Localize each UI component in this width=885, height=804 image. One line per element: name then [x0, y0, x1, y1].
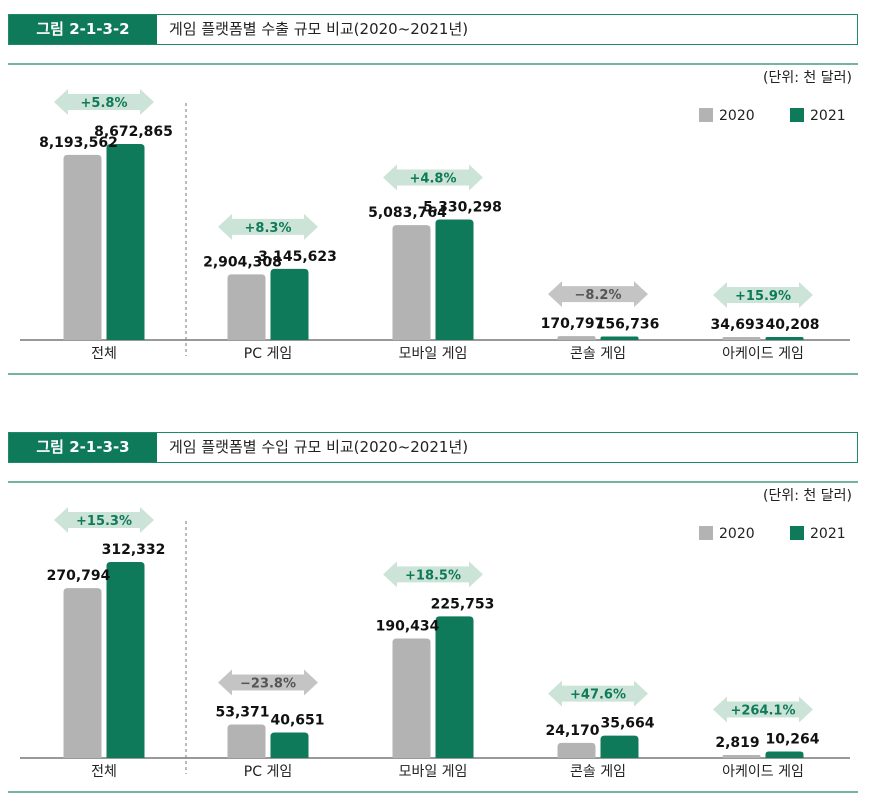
change-arrow [383, 164, 483, 191]
bar-2021 [765, 751, 804, 758]
change-label: +264.1% [730, 704, 795, 719]
bar-2020 [227, 724, 266, 758]
bar-chart: (단위: 천 달러) 2020 2021 270,794 312,332 +15.3% 전체… [8, 481, 858, 793]
bar-2021 [600, 336, 639, 340]
data-label-2020: 2,904,308 [203, 254, 282, 270]
data-label-2021: 10,264 [765, 732, 819, 748]
legend-label-2021: 2021 [810, 108, 846, 124]
bar-2020 [392, 638, 431, 758]
bar-2020 [557, 336, 596, 340]
change-arrow [548, 680, 648, 707]
unit-label: (단위: 천 달러) [763, 488, 852, 504]
data-label-2020: 24,170 [545, 723, 599, 739]
legend-swatch-2021 [790, 526, 804, 540]
data-label-2021: 40,651 [270, 712, 324, 728]
data-label-2021: 35,664 [600, 716, 654, 732]
data-label-2020: 2,819 [715, 735, 759, 751]
data-label-2020: 53,371 [215, 705, 269, 721]
change-arrow [218, 669, 318, 696]
change-label: +18.5% [405, 568, 461, 583]
bar-2021 [270, 732, 309, 758]
change-label: −23.8% [240, 677, 296, 692]
bar-2021 [106, 144, 145, 340]
data-label-2020: 190,434 [376, 618, 440, 634]
change-label: +15.3% [76, 514, 132, 529]
bar-2020 [722, 337, 761, 340]
change-arrow [383, 561, 483, 588]
figure-title-bar: 그림 2-1-3-2 게임 플랫폼별 수출 규모 비교(2020~2021년) [8, 14, 858, 45]
change-arrow [713, 282, 813, 308]
bar-2020 [392, 225, 431, 340]
unit-label: (단위: 천 달러) [763, 70, 852, 86]
category-label: 콘솔 게임 [570, 764, 626, 780]
change-arrow [54, 89, 154, 115]
category-label: PC 게임 [244, 764, 292, 780]
bar-2020 [63, 588, 102, 758]
figure-title: 게임 플랫폼별 수입 규모 비교(2020~2021년) [169, 438, 469, 456]
data-label-2020: 5,083,764 [368, 205, 447, 221]
category-label: 모바일 게임 [399, 346, 468, 362]
bar-2021 [435, 616, 474, 758]
data-label-2020: 34,693 [710, 317, 764, 333]
change-arrow [548, 281, 648, 308]
bar-2020 [557, 742, 596, 758]
legend-swatch-2020 [699, 108, 713, 122]
change-label: +47.6% [570, 688, 626, 703]
data-label-2021: 5,330,298 [423, 200, 502, 216]
data-label-2020: 8,193,562 [39, 135, 118, 151]
change-label: +8.3% [245, 221, 292, 236]
data-label-2021: 156,736 [596, 316, 660, 332]
change-label: +5.8% [81, 96, 128, 111]
change-arrow [218, 213, 318, 240]
category-label: 전체 [91, 764, 117, 780]
bar-2020 [227, 274, 266, 340]
legend-swatch-2020 [699, 526, 713, 540]
data-label-2021: 225,753 [431, 596, 495, 612]
data-label-2021: 8,672,865 [94, 124, 173, 140]
change-label: +4.8% [410, 172, 457, 187]
data-label-2020: 270,794 [47, 568, 111, 584]
bar-2020 [722, 755, 761, 758]
category-label: PC 게임 [244, 346, 292, 362]
bar-2021 [600, 735, 639, 758]
change-arrow [54, 507, 154, 533]
bar-2021 [270, 268, 309, 340]
figure-title: 게임 플랫폼별 수출 규모 비교(2020~2021년) [169, 20, 469, 38]
data-label-2020: 170,797 [541, 316, 605, 332]
data-label-2021: 40,208 [765, 317, 819, 333]
change-arrow [713, 696, 813, 723]
category-label: 아케이드 게임 [722, 346, 804, 362]
change-label: −8.2% [575, 288, 622, 303]
figure-label: 그림 2-1-3-3 [9, 433, 157, 462]
bar-2020 [63, 154, 102, 340]
figure-label: 그림 2-1-3-2 [9, 15, 157, 44]
change-label: +15.9% [735, 289, 791, 304]
bar-2021 [435, 219, 474, 340]
legend-label-2021: 2021 [810, 526, 846, 542]
legend-label-2020: 2020 [719, 108, 755, 124]
bar-2021 [765, 337, 804, 340]
category-label: 아케이드 게임 [722, 764, 804, 780]
legend-label-2020: 2020 [719, 526, 755, 542]
category-label: 콘솔 게임 [570, 346, 626, 362]
data-label-2021: 3,145,623 [258, 249, 337, 265]
data-label-2021: 312,332 [102, 542, 166, 558]
figure-title-bar: 그림 2-1-3-3 게임 플랫폼별 수입 규모 비교(2020~2021년) [8, 432, 858, 463]
legend-swatch-2021 [790, 108, 804, 122]
bar-2021 [106, 562, 145, 758]
category-label: 전체 [91, 346, 117, 362]
category-label: 모바일 게임 [399, 764, 468, 780]
